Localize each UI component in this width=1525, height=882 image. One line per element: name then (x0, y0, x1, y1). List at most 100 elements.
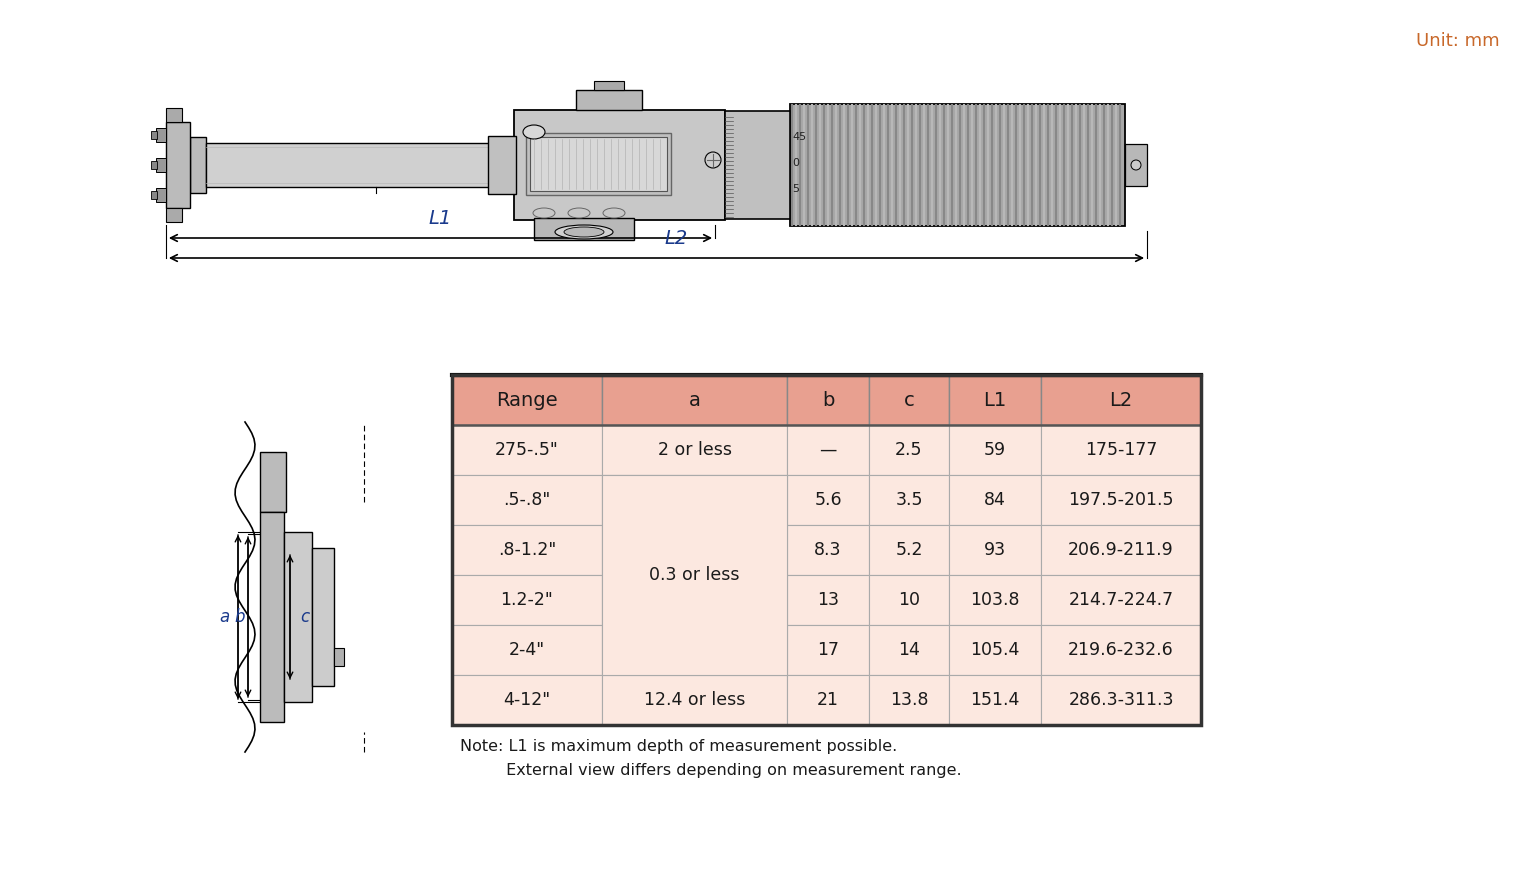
Bar (1042, 375, 1202, 425)
Bar (869, 625, 949, 675)
Text: 5.2: 5.2 (895, 541, 923, 559)
Bar (1042, 675, 1202, 725)
Bar (451, 375, 602, 425)
Bar (869, 575, 949, 625)
Bar (602, 575, 787, 625)
Text: 93: 93 (984, 541, 1006, 559)
Text: External view differs depending on measurement range.: External view differs depending on measu… (461, 763, 962, 778)
Text: 17: 17 (817, 641, 839, 659)
Bar (949, 375, 1042, 425)
Ellipse shape (564, 227, 604, 237)
Text: 84: 84 (984, 491, 1006, 509)
Ellipse shape (1132, 160, 1141, 170)
Bar (151, 191, 157, 199)
Bar (259, 452, 287, 512)
Bar (451, 375, 1202, 725)
Text: L2: L2 (665, 229, 688, 248)
Bar (451, 475, 602, 525)
Text: L2: L2 (1109, 391, 1133, 409)
Text: Note: L1 is maximum depth of measurement possible.: Note: L1 is maximum depth of measurement… (461, 739, 897, 754)
Bar (869, 475, 949, 525)
Bar (451, 425, 602, 475)
Text: a: a (220, 608, 230, 626)
Text: —: — (819, 441, 837, 459)
Ellipse shape (555, 225, 613, 239)
Bar (602, 475, 787, 675)
Ellipse shape (602, 208, 625, 218)
Text: a: a (689, 391, 700, 409)
Bar (151, 161, 157, 169)
Bar (1125, 144, 1147, 186)
Bar (284, 532, 313, 702)
Bar (724, 111, 790, 219)
Bar (949, 475, 1042, 525)
Bar (869, 425, 949, 475)
Text: 59: 59 (984, 441, 1006, 459)
Bar (259, 512, 284, 722)
Bar (787, 575, 869, 625)
Text: 103.8: 103.8 (970, 591, 1020, 609)
Bar (869, 375, 949, 425)
Text: 13.8: 13.8 (889, 691, 929, 709)
Bar (602, 425, 787, 475)
Bar (166, 108, 181, 122)
Text: 10: 10 (898, 591, 920, 609)
Text: 1.2-2": 1.2-2" (500, 591, 554, 609)
Bar (451, 575, 602, 625)
Bar (166, 208, 181, 222)
Text: b: b (235, 608, 246, 626)
Bar (264, 512, 282, 526)
Text: 8.3: 8.3 (814, 541, 842, 559)
Bar (602, 525, 787, 575)
Bar (949, 425, 1042, 475)
Bar (949, 625, 1042, 675)
Ellipse shape (567, 208, 590, 218)
Text: 21: 21 (817, 691, 839, 709)
Bar (451, 525, 602, 575)
Bar (534, 218, 634, 240)
Text: Range: Range (496, 391, 558, 409)
Text: 151.4: 151.4 (970, 691, 1020, 709)
Bar (787, 625, 869, 675)
Text: 4-12": 4-12" (503, 691, 551, 709)
Text: 197.5-201.5: 197.5-201.5 (1068, 491, 1174, 509)
Bar (206, 143, 490, 187)
Text: 2.5: 2.5 (895, 441, 923, 459)
Bar (787, 375, 869, 425)
Bar (451, 675, 602, 725)
Text: 12.4 or less: 12.4 or less (644, 691, 746, 709)
Bar (787, 475, 869, 525)
Text: 5: 5 (791, 184, 799, 194)
Text: L1: L1 (429, 209, 451, 228)
Text: 105.4: 105.4 (970, 641, 1020, 659)
Bar (488, 136, 515, 194)
Bar (1042, 425, 1202, 475)
Bar (334, 648, 345, 666)
Bar (1042, 625, 1202, 675)
Bar (313, 548, 334, 686)
Text: b: b (822, 391, 834, 409)
Text: 13: 13 (817, 591, 839, 609)
Text: Unit: mm: Unit: mm (1417, 32, 1501, 50)
Text: 0: 0 (791, 158, 799, 168)
Text: c: c (300, 608, 310, 626)
Bar (151, 131, 157, 139)
Text: 275-.5": 275-.5" (496, 441, 558, 459)
Bar (595, 81, 624, 90)
Text: 45: 45 (791, 132, 807, 142)
Bar (949, 575, 1042, 625)
Bar (949, 525, 1042, 575)
Bar (451, 625, 602, 675)
Bar (787, 425, 869, 475)
Bar (514, 110, 724, 220)
Text: 286.3-311.3: 286.3-311.3 (1068, 691, 1174, 709)
Ellipse shape (705, 152, 721, 168)
Bar (191, 137, 206, 193)
Text: 219.6-232.6: 219.6-232.6 (1068, 641, 1174, 659)
Text: 14: 14 (898, 641, 920, 659)
Bar (787, 525, 869, 575)
Bar (869, 675, 949, 725)
Text: .5-.8": .5-.8" (503, 491, 551, 509)
Text: 0.3 or less: 0.3 or less (650, 566, 740, 584)
Bar (602, 475, 787, 525)
